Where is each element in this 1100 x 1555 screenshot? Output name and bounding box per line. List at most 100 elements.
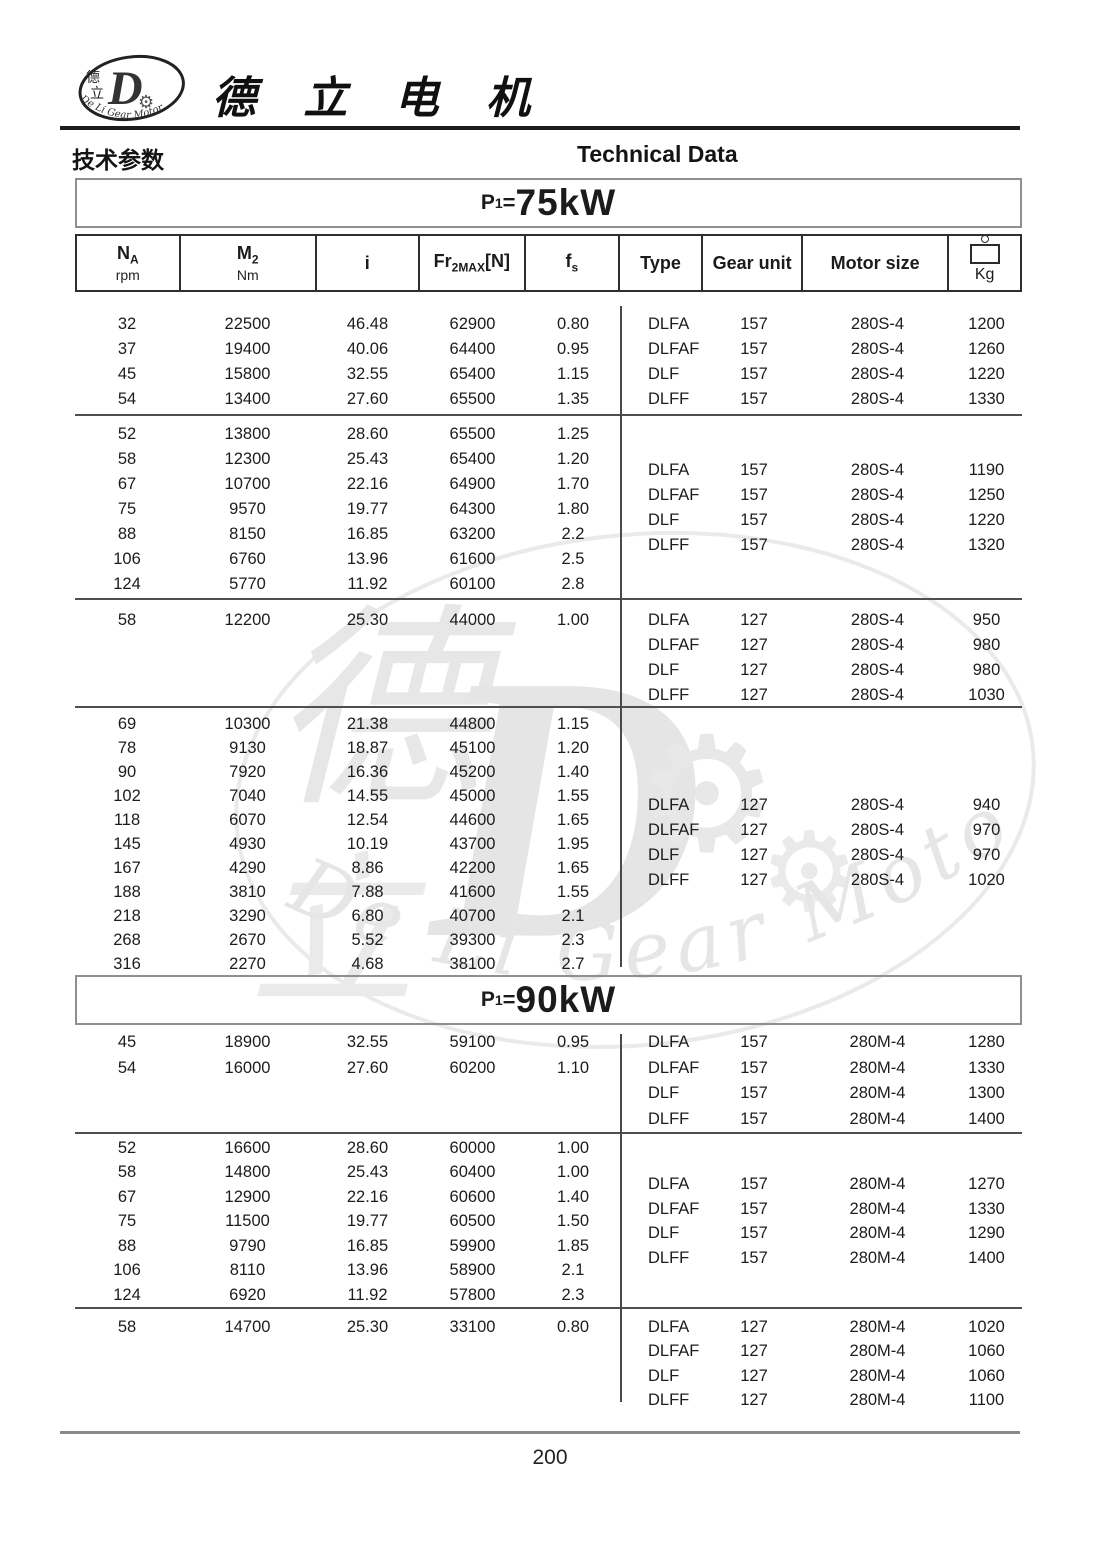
left-rows: 45 18900 32.55 59100 0.95 54 16000 27.60 60200 1.…: [75, 1030, 620, 1081]
cell-motor-size: 280S-4: [850, 461, 905, 479]
cell-ratio: 8.86: [351, 858, 384, 877]
cell-torque: 7040: [229, 786, 266, 805]
right-rows: DLFA 127 280S-4 940 DLFAF 127 280S-4 970 DLF 127 2…: [620, 793, 1022, 893]
cell-torque: 13800: [224, 425, 271, 443]
table-row: DLFA 127 280S-4 940: [620, 793, 1022, 818]
cell-ratio: 16.85: [346, 1236, 389, 1255]
cell-motor-size: 280M-4: [849, 1109, 906, 1128]
cell-radial-force: 64400: [449, 340, 496, 358]
cell-ratio: 32.55: [346, 365, 389, 383]
cell-service-factor: 1.10: [556, 1058, 590, 1077]
cell-motor-size: 280M-4: [849, 1248, 906, 1267]
cell-weight: 1250: [968, 486, 1005, 504]
cell-motor-size: 280M-4: [849, 1317, 906, 1336]
cell-speed: 124: [113, 1285, 141, 1304]
cell-type: DLF: [648, 661, 680, 679]
cell-ratio: 6.80: [351, 906, 384, 925]
cell-radial-force: 60000: [449, 1138, 496, 1157]
cell-type: DLFA: [648, 1175, 690, 1194]
cell-type: DLF: [648, 845, 680, 864]
cell-type: DLFA: [648, 461, 690, 479]
table-row: 67 10700 22.16 64900 1.70: [75, 472, 620, 497]
column-header-row: NA rpm M2 Nm i Fr2MAX[N] fs Type: [75, 234, 1022, 292]
table-row: DLFAF 127 280S-4 980: [620, 633, 1022, 658]
cell-weight: 1220: [968, 365, 1005, 383]
column-header-motor-size: Motor size: [803, 236, 950, 290]
cell-motor-size: 280S-4: [850, 795, 905, 814]
cell-ratio: 22.16: [346, 475, 389, 493]
table-row: DLF 127 280M-4 1060: [620, 1364, 1022, 1389]
left-rows: 58 12200 25.30 44000 1.00: [75, 608, 620, 633]
right-rows: DLFA 127 280S-4 950 DLFAF 127 280S-4 980 DLF 127 2…: [620, 608, 1022, 708]
cell-speed: 316: [113, 954, 141, 973]
cell-service-factor: 0.80: [556, 315, 590, 333]
cell-radial-force: 45100: [449, 738, 496, 757]
header-rule: [60, 126, 1020, 130]
cell-speed: 106: [113, 550, 141, 568]
cell-gear-unit: 127: [740, 845, 768, 864]
brand-title: 德 立 电 机: [212, 73, 546, 124]
cell-weight: 1060: [968, 1342, 1005, 1361]
table-row: 58 14800 25.43 60400 1.00: [75, 1161, 620, 1186]
cell-torque: 22500: [224, 315, 271, 333]
cell-torque: 7920: [229, 762, 266, 781]
cell-gear-unit: 157: [740, 511, 768, 529]
weight-icon: [969, 243, 1000, 264]
cell-gear-unit: 127: [740, 686, 768, 704]
left-rows: 69 10300 21.38 44800 1.15 78 9130 18.87 45100 1.2…: [75, 712, 620, 976]
table-row: DLFA 157 280M-4 1280: [620, 1030, 1022, 1056]
cell-speed: 78: [117, 738, 137, 757]
col-main: M: [236, 242, 252, 263]
cell-type: DLFA: [648, 1033, 690, 1052]
cell-gear-unit: 157: [740, 315, 768, 333]
table-row: 54 16000 27.60 60200 1.10: [75, 1056, 620, 1082]
cell-motor-size: 280S-4: [850, 315, 905, 333]
cell-radial-force: 62900: [449, 315, 496, 333]
cell-weight: 980: [972, 661, 1001, 679]
right-rows: DLFA 157 280S-4 1200 DLFAF 157 280S-4 1260 DLF 15…: [620, 312, 1022, 412]
cell-type: DLF: [648, 1224, 680, 1243]
page-number: 200: [532, 1446, 568, 1469]
cell-weight: 970: [972, 820, 1001, 839]
power-prefix: P: [480, 988, 495, 1011]
cell-type: DLFF: [648, 390, 690, 408]
right-rows: DLFA 127 280M-4 1020 DLFAF 127 280M-4 1060 DLF 12…: [620, 1315, 1022, 1413]
cell-torque: 10300: [224, 714, 271, 733]
cell-service-factor: 1.00: [556, 1138, 590, 1157]
cell-weight: 1320: [968, 536, 1005, 554]
table-row: 52 16600 28.60 60000 1.00: [75, 1136, 620, 1161]
table-row: 69 10300 21.38 44800 1.15: [75, 712, 620, 736]
cell-radial-force: 38100: [449, 954, 496, 973]
cell-weight: 1330: [968, 1199, 1005, 1218]
cell-gear-unit: 157: [740, 1224, 768, 1243]
cell-speed: 188: [113, 882, 141, 901]
logo-cn-top: 德: [86, 70, 100, 86]
table-group: 58 12200 25.30 44000 1.00 DLFA 127 280S-4 950 DLF…: [75, 598, 1022, 706]
cell-torque: 6760: [229, 550, 266, 568]
table-row: DLF 157 280M-4 1300: [620, 1081, 1022, 1107]
logo-ellipse: [78, 54, 185, 122]
cell-service-factor: 1.40: [556, 1187, 590, 1206]
right-rows: DLFA 157 280M-4 1280 DLFAF 157 280M-4 1330 DLF 15…: [620, 1030, 1022, 1132]
cell-service-factor: 2.8: [561, 575, 585, 593]
cell-motor-size: 280M-4: [849, 1175, 906, 1194]
cell-type: DLFAF: [648, 340, 700, 358]
cell-gear-unit: 127: [740, 870, 768, 889]
cell-radial-force: 40700: [449, 906, 496, 925]
cell-ratio: 27.60: [346, 1058, 389, 1077]
cell-type: DLFF: [648, 1248, 690, 1267]
cell-radial-force: 44600: [449, 810, 496, 829]
cell-radial-force: 33100: [449, 1317, 496, 1336]
cell-service-factor: 0.95: [556, 340, 590, 358]
cell-radial-force: 60500: [449, 1212, 496, 1231]
table-row: 67 12900 22.16 60600 1.40: [75, 1185, 620, 1210]
cell-service-factor: 2.2: [561, 525, 585, 543]
cell-gear-unit: 127: [740, 1317, 768, 1336]
cell-torque: 12200: [224, 611, 271, 629]
power-title-75kw: P 1 = 75kW: [75, 178, 1022, 228]
cell-torque: 19400: [224, 340, 271, 358]
cell-ratio: 5.52: [351, 930, 384, 949]
cell-ratio: 25.43: [346, 450, 389, 468]
right-rows: DLFA 157 280S-4 1190 DLFAF 157 280S-4 1250 DLF 15…: [620, 458, 1022, 558]
